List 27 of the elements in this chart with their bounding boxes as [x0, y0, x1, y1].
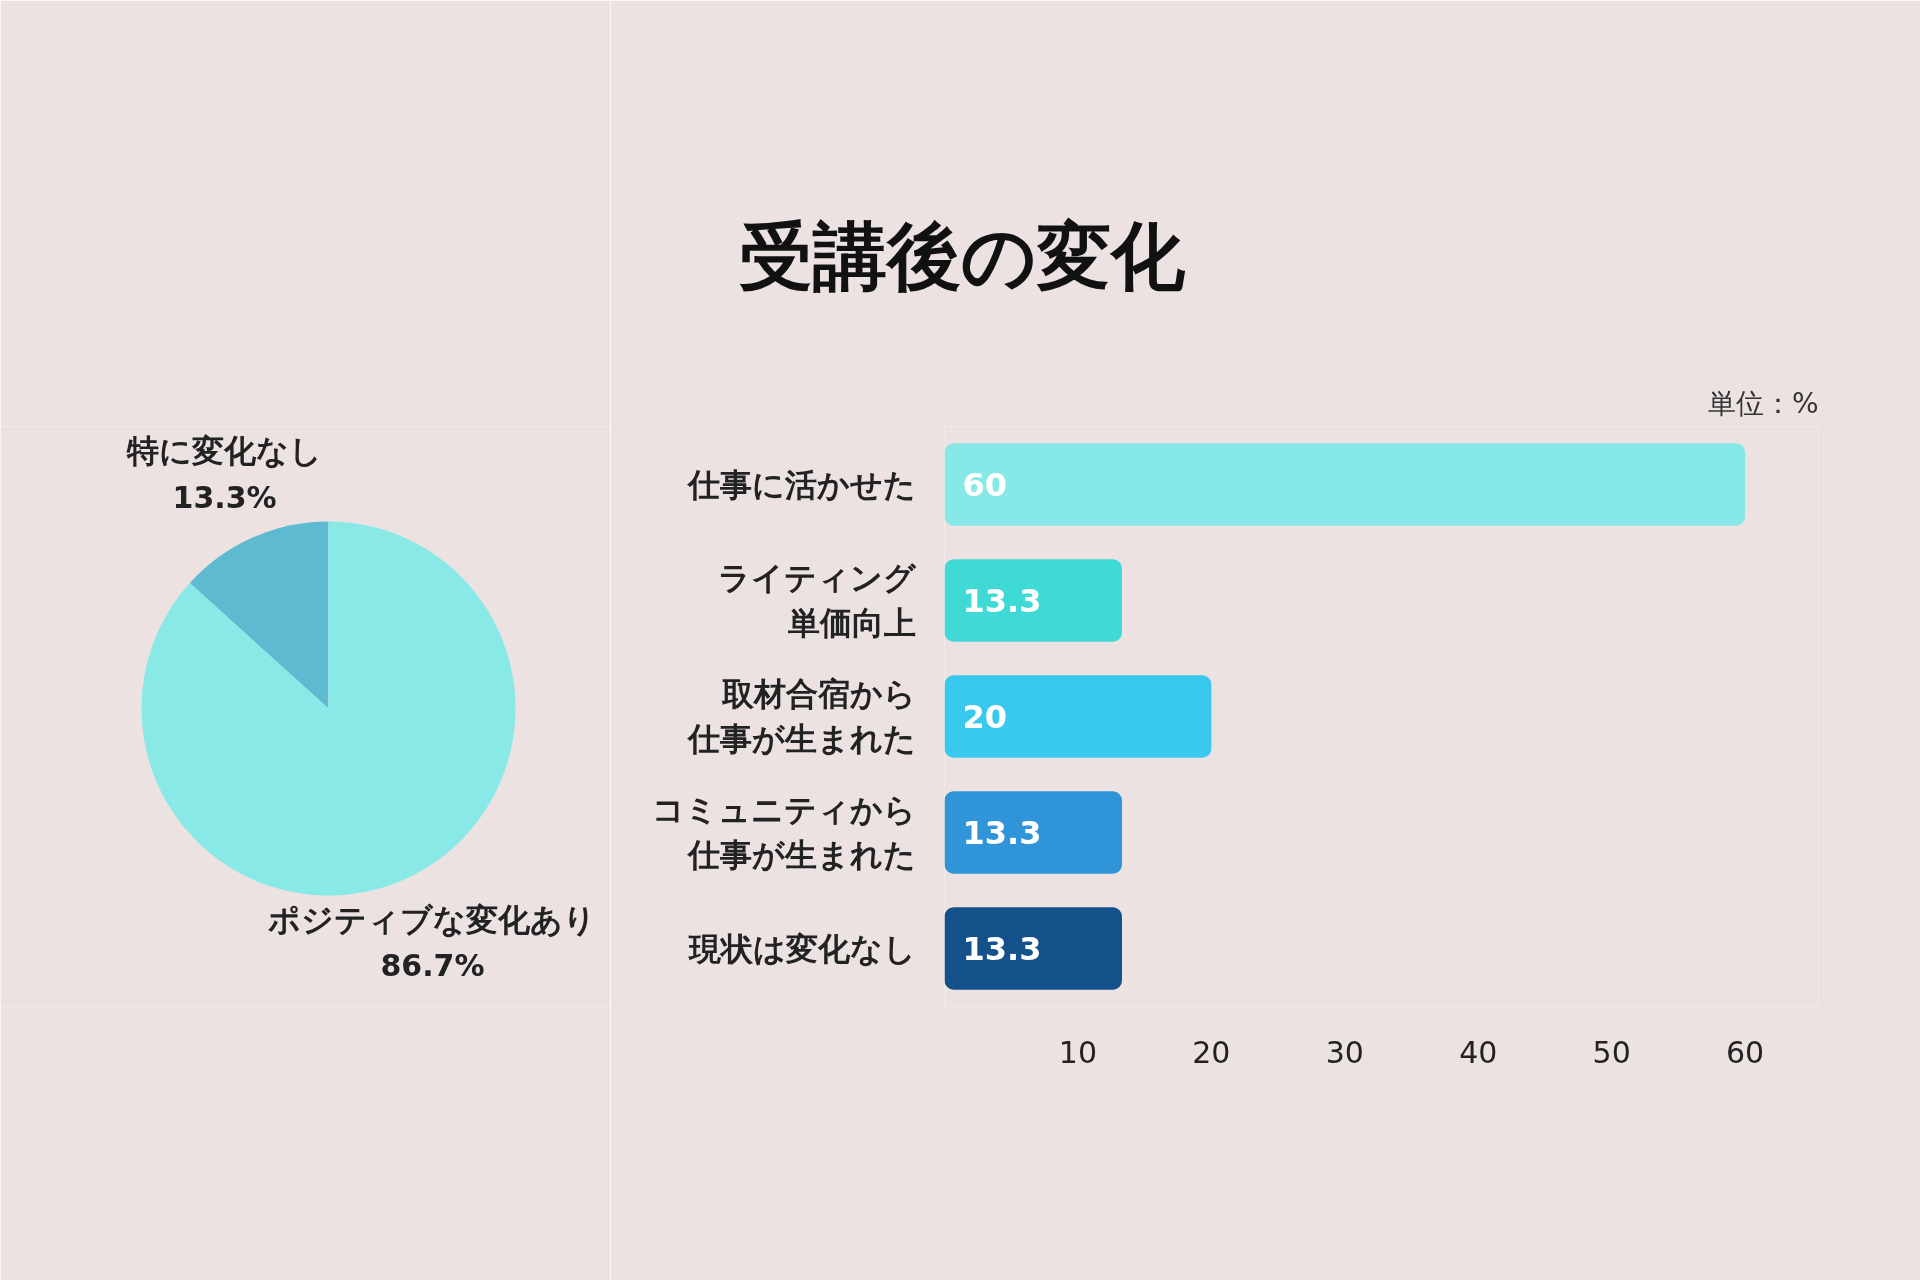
bar — [944, 791, 1122, 874]
data-label: 20 — [962, 698, 1008, 736]
y-tick-label: 現状は変化なし — [687, 929, 916, 968]
bar — [944, 559, 1122, 642]
data-label: 86.7% — [380, 948, 485, 984]
x-tick-label: 20 — [1192, 1034, 1231, 1070]
data-label: 60 — [962, 466, 1008, 504]
chart-title: 受講後の変化 — [738, 213, 1186, 299]
x-tick-label: 10 — [1058, 1034, 1098, 1070]
x-tick-label: 60 — [1726, 1034, 1765, 1070]
data-label: 13.3 — [962, 930, 1042, 968]
y-tick-label: ライティング単価向上 — [717, 558, 917, 643]
x-tick-label: 30 — [1325, 1034, 1364, 1070]
y-tick-label: コミュニティから仕事が生まれた — [651, 790, 916, 875]
bar — [944, 675, 1212, 758]
data-label: 13.3 — [962, 582, 1042, 620]
text: 単位：% — [1707, 386, 1819, 420]
bar — [944, 443, 1746, 526]
data-label: 13.3 — [962, 814, 1042, 852]
slice-label: ポジティブな変化あり — [268, 900, 597, 939]
x-tick-label: 40 — [1459, 1034, 1498, 1070]
y-tick-label: 取材合宿から仕事が生まれた — [685, 674, 916, 759]
slice-label: 特に変化なし — [126, 432, 323, 471]
y-tick-label: 仕事に活かせた — [685, 465, 916, 504]
bar — [944, 907, 1122, 990]
x-tick-label: 50 — [1592, 1034, 1631, 1070]
data-label: 13.3% — [172, 479, 277, 515]
